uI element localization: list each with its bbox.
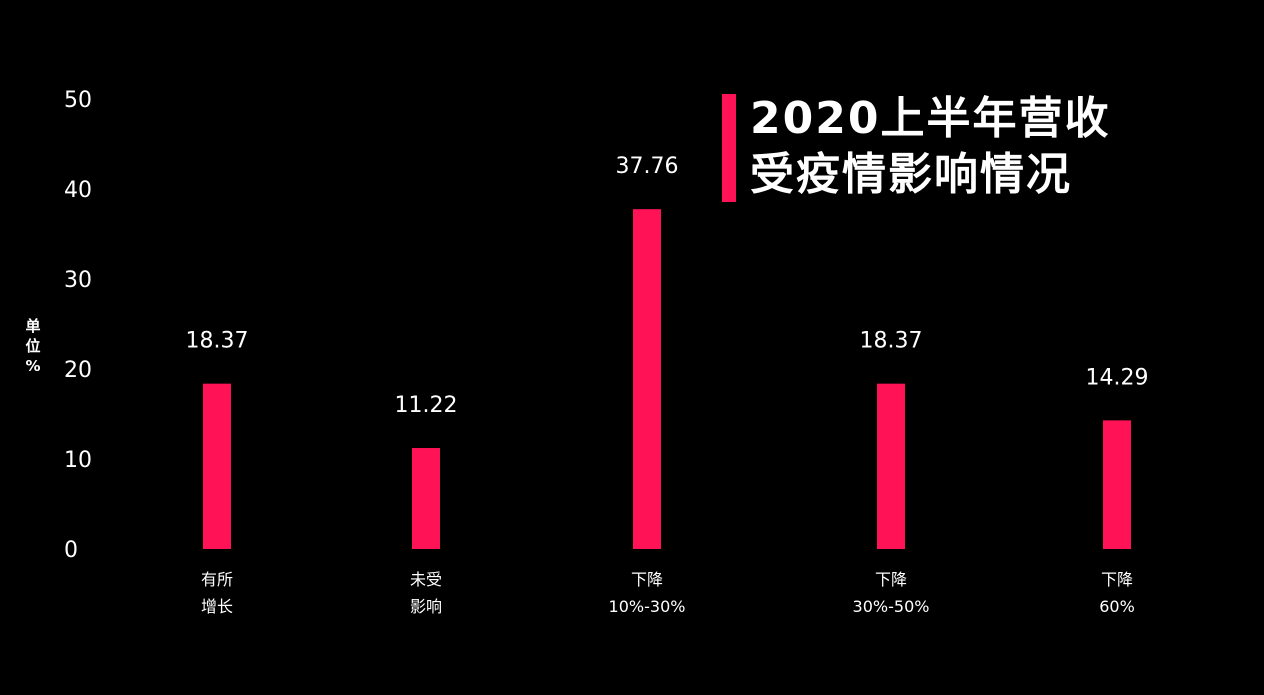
bar	[633, 209, 661, 549]
y-axis: 0 10 20 30 40 50	[64, 88, 92, 563]
category-label: 下降	[631, 570, 663, 589]
bar	[877, 383, 905, 549]
value-label: 18.37	[860, 329, 923, 354]
category-label: 下降	[875, 570, 907, 589]
category-label: 10%-30%	[609, 597, 686, 616]
category-label: 30%-50%	[853, 597, 930, 616]
bar	[203, 383, 231, 549]
y-tick-label: 0	[64, 538, 78, 563]
category-label: 未受	[410, 570, 442, 589]
category-label: 60%	[1099, 597, 1135, 616]
bar	[412, 448, 440, 549]
category-label: 增长	[201, 597, 233, 616]
bar	[1103, 420, 1131, 549]
y-tick-label: 10	[64, 448, 92, 473]
y-tick-label: 30	[64, 268, 92, 293]
y-axis-unit-label: 单 位 %	[22, 316, 44, 376]
y-tick-label: 20	[64, 358, 92, 383]
category-label: 有所	[201, 570, 233, 589]
value-label: 18.37	[186, 329, 249, 354]
value-label: 11.22	[395, 393, 458, 418]
bar-series	[203, 209, 1131, 549]
unit-char: %	[25, 357, 41, 375]
y-tick-label: 50	[64, 88, 92, 113]
title-line-1: 2020上半年营收	[750, 93, 1111, 144]
unit-char: 位	[25, 337, 41, 355]
value-label: 14.29	[1086, 365, 1149, 390]
y-tick-label: 40	[64, 178, 92, 203]
title-accent-bar	[722, 94, 736, 202]
category-label: 影响	[410, 597, 442, 616]
value-label: 37.76	[616, 154, 679, 179]
category-label: 下降	[1101, 570, 1133, 589]
unit-char: 单	[25, 317, 41, 335]
value-labels: 18.37 11.22 37.76 18.37 14.29	[186, 154, 1149, 418]
title-line-2: 受疫情影响情况	[750, 149, 1072, 200]
